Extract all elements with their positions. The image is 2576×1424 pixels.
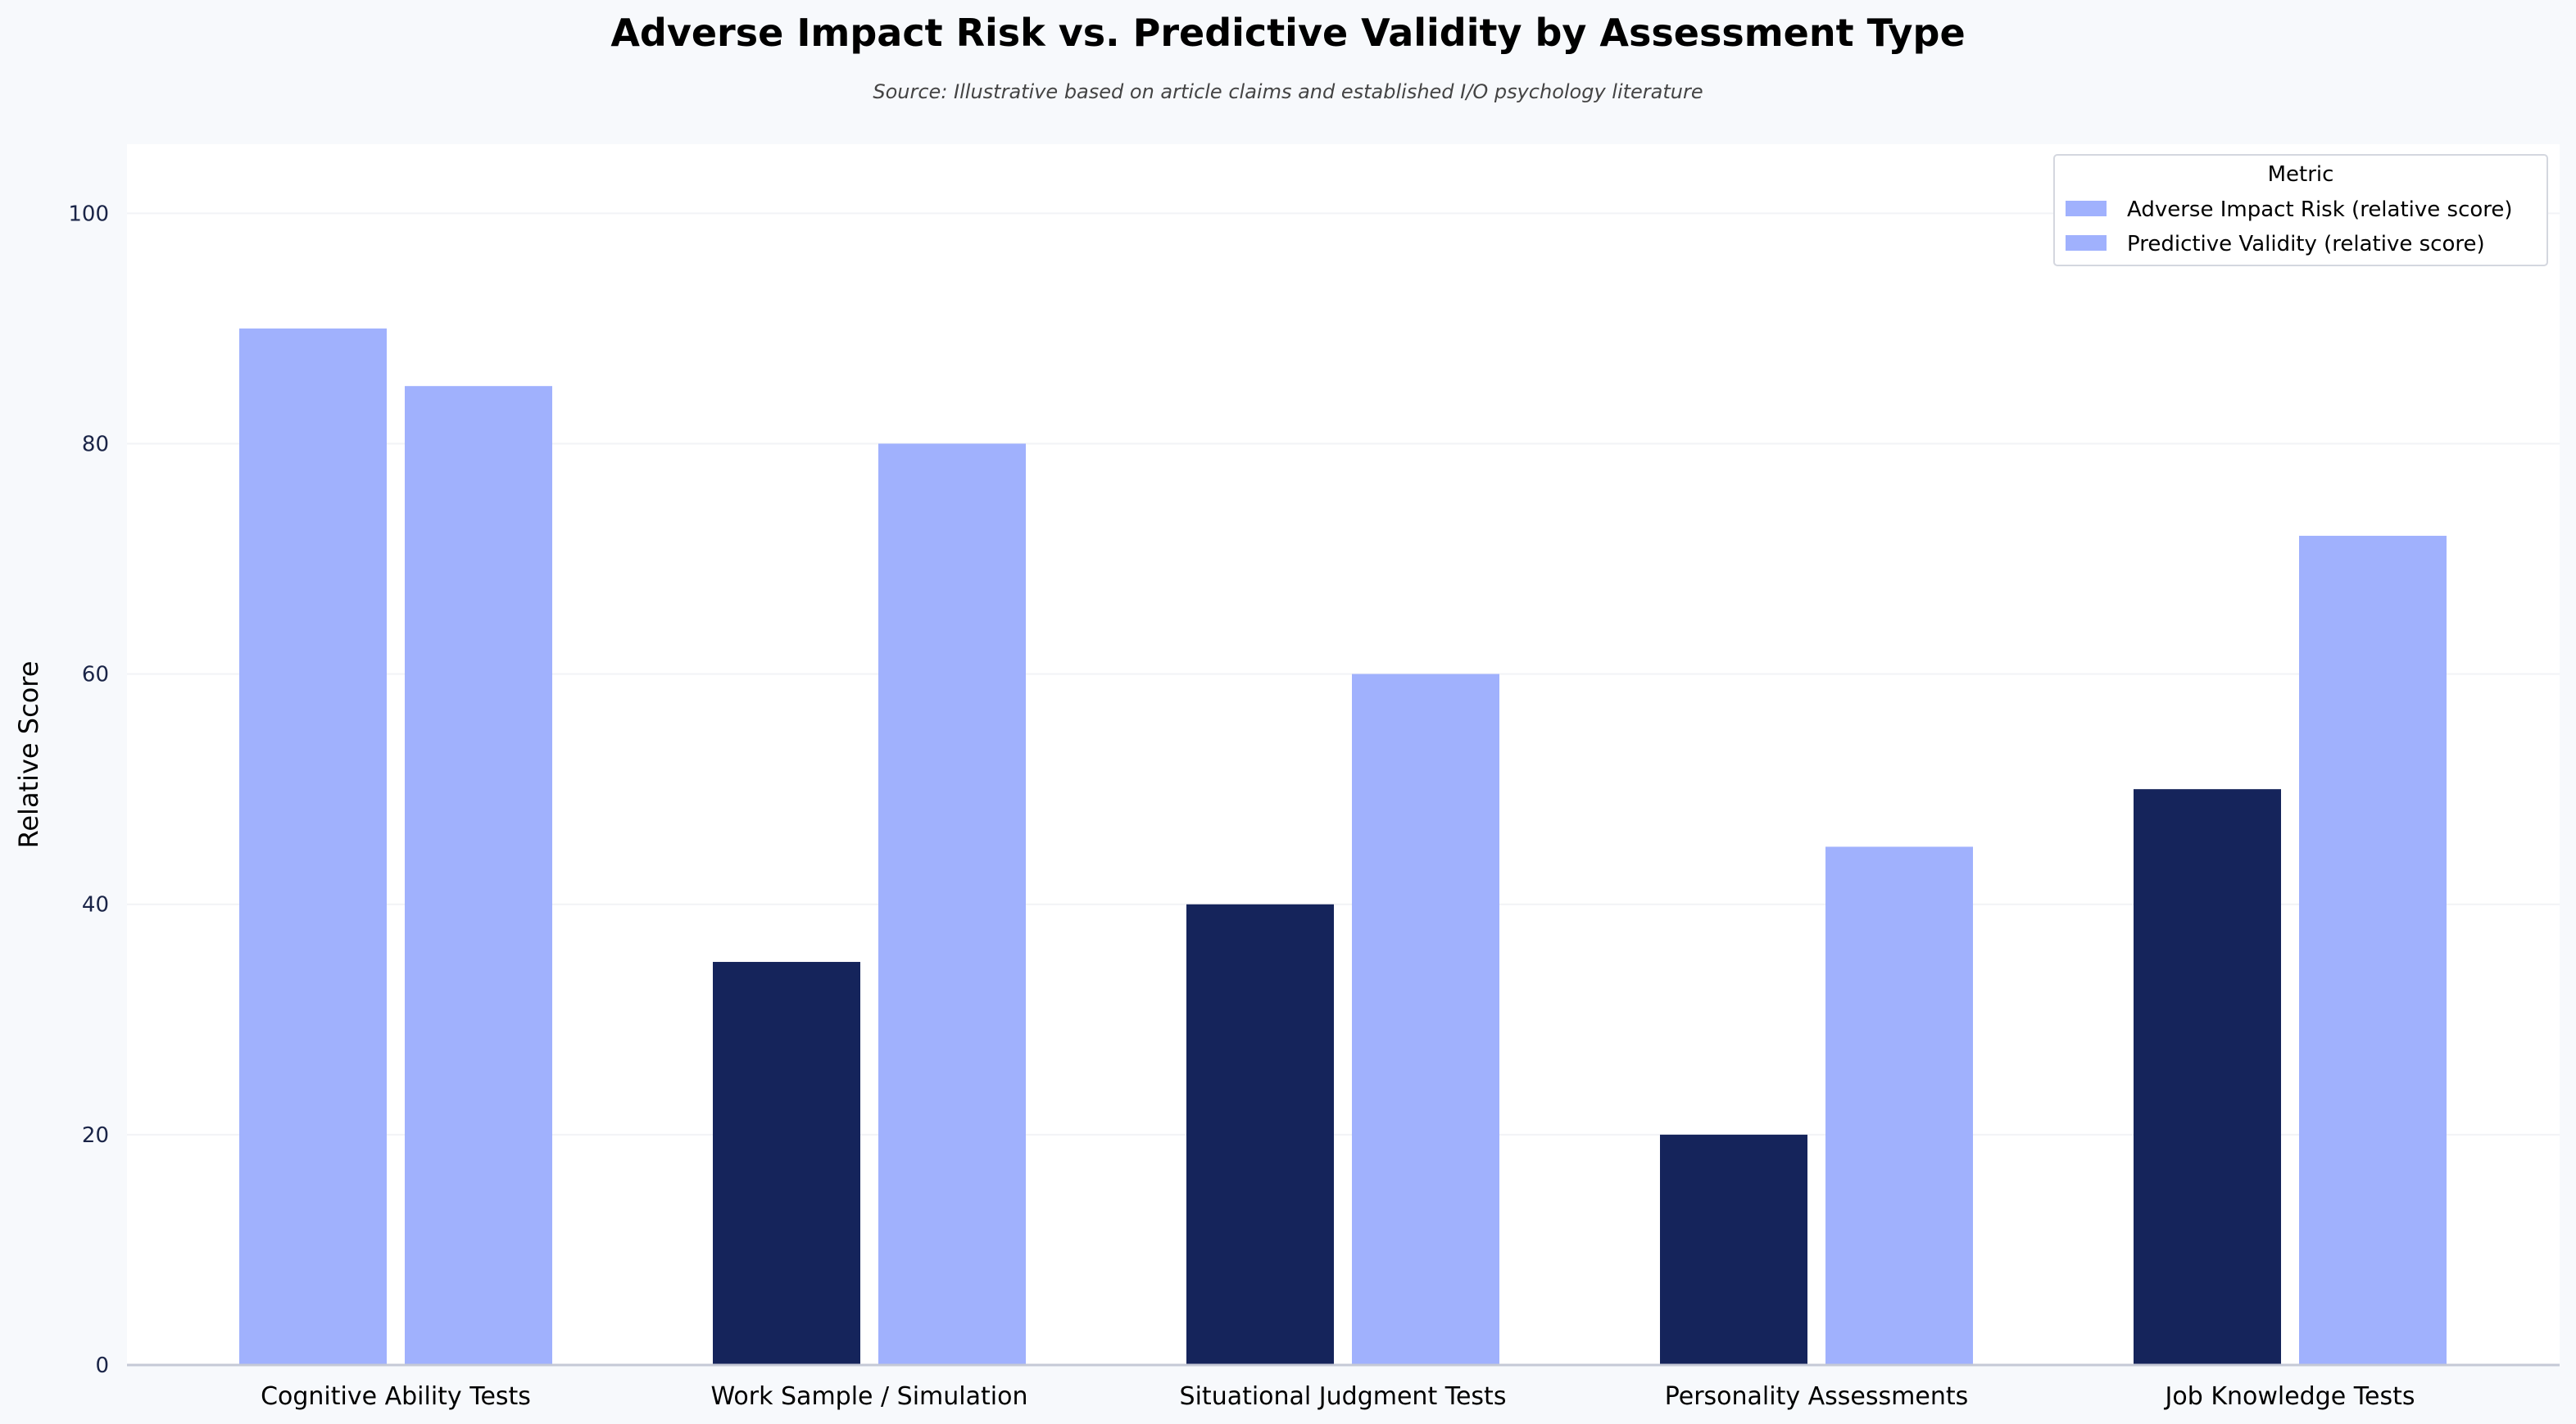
bar-series-0-cognitive-ability-tests (239, 328, 387, 1366)
legend-label-adverse-impact: Adverse Impact Risk (relative score) (2127, 197, 2513, 222)
y-tick-label: 40 (82, 893, 109, 918)
y-tick-label: 80 (82, 432, 109, 456)
legend: Metric Adverse Impact Risk (relative sco… (2053, 154, 2548, 266)
y-axis-title: Relative Score (13, 661, 44, 849)
y-tick-label: 60 (82, 663, 109, 687)
bar-series-0-situational-judgment-tests (1186, 904, 1334, 1365)
bar-series-1-cognitive-ability-tests (405, 386, 552, 1365)
legend-label-predictive-validity: Predictive Validity (relative score) (2127, 232, 2485, 256)
y-ticks: 0 20 40 60 80 100 (68, 202, 109, 1378)
chart-subtitle: Source: Illustrative based on article cl… (873, 80, 1703, 103)
x-tick-label: Situational Judgment Tests (1180, 1382, 1507, 1411)
y-tick-label: 0 (95, 1354, 109, 1378)
y-tick-label: 100 (68, 202, 109, 226)
bars-layer (239, 328, 2447, 1366)
legend-swatch-predictive-validity (2066, 235, 2107, 251)
x-tick-label: Work Sample / Simulation (711, 1382, 1028, 1411)
bar-series-0-personality-assessments (1660, 1134, 1807, 1365)
bar-series-1-job-knowledge-tests (2299, 535, 2447, 1365)
bar-series-1-work-sample-simulation (878, 443, 1026, 1365)
x-tick-label: Job Knowledge Tests (2164, 1382, 2415, 1411)
bar-series-1-personality-assessments (1825, 846, 1973, 1365)
x-tick-label: Cognitive Ability Tests (261, 1382, 531, 1411)
x-tick-label: Personality Assessments (1665, 1382, 1969, 1411)
legend-swatch-adverse-impact (2066, 201, 2107, 216)
bar-series-1-situational-judgment-tests (1352, 673, 1499, 1365)
legend-title: Metric (2268, 162, 2334, 187)
bar-series-0-work-sample-simulation (713, 962, 860, 1365)
y-tick-label: 20 (82, 1123, 109, 1148)
legend-box (2053, 154, 2548, 266)
x-tick-labels: Cognitive Ability Tests Work Sample / Sim… (261, 1382, 2415, 1411)
bar-series-0-job-knowledge-tests (2134, 789, 2281, 1365)
chart-title: Adverse Impact Risk vs. Predictive Valid… (610, 11, 1966, 55)
